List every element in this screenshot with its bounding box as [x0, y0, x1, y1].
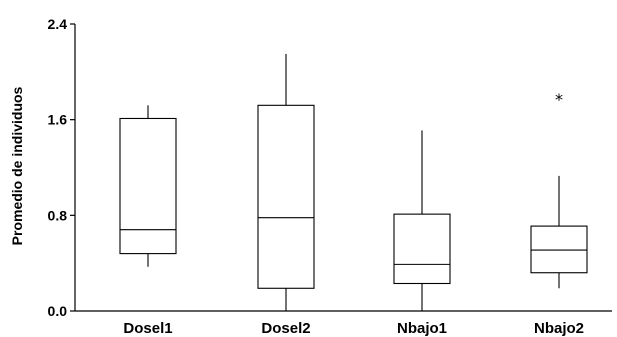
y-ticks: 0.0 0.8 1.6 2.4	[48, 16, 75, 319]
x-category-label: Nbajo1	[397, 320, 447, 337]
y-tick-label: 1.6	[48, 112, 68, 128]
y-tick-label: 2.4	[48, 16, 68, 32]
outlier-point: *	[555, 90, 563, 109]
boxes: *	[119, 53, 588, 311]
box-iqr	[530, 225, 588, 274]
x-category-label: Dosel1	[123, 320, 172, 337]
y-tick-label: 0.0	[48, 303, 68, 319]
x-category-label: Nbajo2	[534, 320, 584, 337]
y-tick-label: 0.8	[48, 207, 68, 223]
x-categories: Dosel1 Dosel2 Nbajo1 Nbajo2	[123, 320, 584, 337]
axes	[74, 24, 612, 312]
box-dosel1	[119, 105, 177, 267]
x-category-label: Dosel2	[261, 320, 310, 337]
box-dosel2	[257, 53, 315, 311]
box-iqr	[119, 117, 177, 255]
box-nbajo2: *	[530, 90, 588, 289]
box-iqr	[257, 104, 315, 289]
box-nbajo1	[393, 130, 451, 311]
box-iqr	[393, 213, 451, 285]
y-axis-label: Promedio de individuos	[9, 86, 25, 245]
